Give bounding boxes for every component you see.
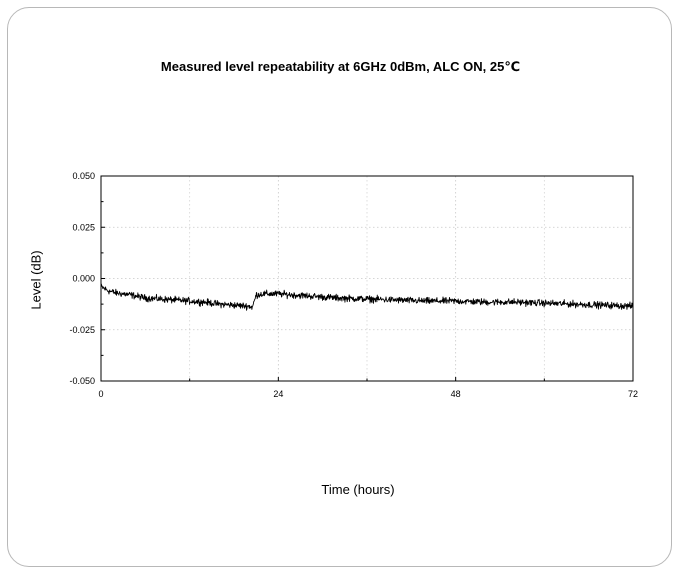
x-axis-label: Time (hours) <box>321 482 395 497</box>
y-tick-label: -0.025 <box>69 325 95 335</box>
y-tick-label: 0.050 <box>72 171 95 181</box>
x-tick-label: 72 <box>628 389 638 399</box>
axis-ticks: -0.050 -0.025 0.000 0.025 0.050 0 24 48 72 <box>69 171 638 399</box>
y-tick-label: 0.000 <box>72 274 95 284</box>
y-tick-label: -0.050 <box>69 376 95 386</box>
y-tick-label: 0.025 <box>72 222 95 232</box>
grid-lines <box>101 176 633 381</box>
series-layer <box>100 283 634 311</box>
chart-title: Measured level repeatability at 6GHz 0dB… <box>160 59 521 74</box>
x-tick-label: 48 <box>451 389 461 399</box>
slide-card <box>7 7 672 567</box>
series-line <box>100 283 634 311</box>
line-chart: -0.050 -0.025 0.000 0.025 0.050 0 24 48 72 <box>69 171 638 399</box>
x-tick-label: 24 <box>273 389 283 399</box>
x-tick-label: 0 <box>98 389 103 399</box>
